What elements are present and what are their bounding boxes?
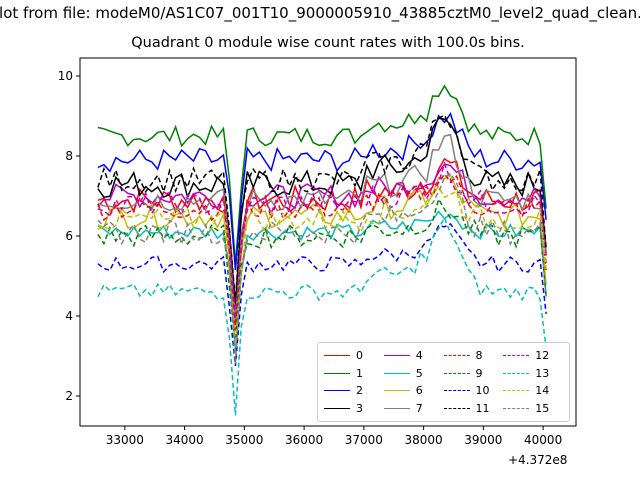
legend-swatch <box>324 390 350 392</box>
plot-frame <box>79 57 577 427</box>
legend-label: 15 <box>535 401 550 415</box>
chart-title: Quadrant 0 module wise count rates with … <box>131 35 525 51</box>
legend-swatch <box>503 355 530 357</box>
legend-swatch <box>324 407 350 409</box>
figure-suptitle: Plot from file: modeM0/AS1C07_001T10_900… <box>0 4 640 22</box>
legend-swatch <box>503 390 530 392</box>
legend-label: 2 <box>356 384 363 398</box>
legend-label: 7 <box>415 401 423 415</box>
y-tick-label: 10 <box>58 69 73 83</box>
x-tick-label: 33000 <box>106 433 144 447</box>
y-tick-label: 6 <box>65 229 73 243</box>
y-tick-label: 8 <box>65 149 73 163</box>
series-line-11 <box>97 114 547 302</box>
legend-entry: 2 <box>324 382 384 400</box>
series-line-0 <box>97 157 547 307</box>
series-line-7 <box>97 133 547 321</box>
legend-swatch <box>443 390 470 392</box>
legend-swatch <box>324 355 350 357</box>
legend-swatch <box>443 407 470 409</box>
legend-swatch <box>324 372 350 374</box>
legend-entry: 0 <box>324 347 384 365</box>
legend-entry: 6 <box>383 382 444 400</box>
legend-swatch <box>383 355 410 357</box>
legend-entry: 10 <box>443 382 504 400</box>
legend-label: 10 <box>475 384 490 398</box>
legend-label: 5 <box>415 366 423 380</box>
legend-label: 8 <box>475 349 483 363</box>
series-line-13 <box>97 216 547 416</box>
legend-entry: 9 <box>443 365 504 383</box>
series-line-3 <box>97 117 547 305</box>
legend-label: 11 <box>475 401 490 415</box>
x-tick-label: 35000 <box>225 433 263 447</box>
x-tick-label: 37000 <box>345 433 383 447</box>
legend-entry: 13 <box>503 365 563 383</box>
series-line-2 <box>97 112 547 271</box>
legend-swatch <box>383 390 410 392</box>
legend-swatch <box>383 372 410 374</box>
y-tick-label: 2 <box>65 389 73 403</box>
legend-entry: 14 <box>503 382 563 400</box>
legend-swatch <box>383 407 410 409</box>
x-axis: 33000 34000 35000 36000 37000 38000 39000 40000 <box>106 426 562 447</box>
x-offset-label: +4.372e8 <box>508 453 568 467</box>
legend-label: 6 <box>415 384 423 398</box>
legend-label: 3 <box>356 401 363 415</box>
legend-swatch <box>443 355 470 357</box>
legend-entry: 3 <box>324 400 384 418</box>
series-line-12 <box>97 161 547 319</box>
legend-label: 12 <box>535 349 550 363</box>
legend-entry: 8 <box>443 347 504 365</box>
y-tick-label: 4 <box>65 309 73 323</box>
legend-entry: 5 <box>383 365 444 383</box>
legend-label: 9 <box>475 366 483 380</box>
series-line-9 <box>97 197 547 345</box>
legend: 0 1 2 3 4 5 6 7 8 9 10 11 12 13 14 15 <box>317 342 570 422</box>
x-tick-label: 34000 <box>165 433 203 447</box>
series-line-5 <box>97 210 547 351</box>
legend-swatch <box>443 372 470 374</box>
x-tick-label: 38000 <box>405 433 443 447</box>
series-line-14 <box>97 185 547 345</box>
legend-entry: 11 <box>443 400 504 418</box>
legend-entry: 15 <box>503 400 563 418</box>
series-line-6 <box>97 174 547 332</box>
legend-entry: 7 <box>383 400 444 418</box>
series-line-15 <box>97 172 547 365</box>
legend-entry: 12 <box>503 347 563 365</box>
x-tick-label: 40000 <box>524 433 562 447</box>
legend-swatch <box>503 372 530 374</box>
series-lines <box>97 84 547 416</box>
x-tick-label: 39000 <box>464 433 502 447</box>
legend-label: 0 <box>356 349 363 363</box>
legend-entry: 1 <box>324 365 384 383</box>
legend-label: 13 <box>535 366 550 380</box>
legend-entry: 4 <box>383 347 444 365</box>
legend-label: 1 <box>356 366 363 380</box>
legend-swatch <box>503 407 530 409</box>
legend-label: 4 <box>415 349 423 363</box>
legend-label: 14 <box>535 384 550 398</box>
series-line-1 <box>97 84 547 265</box>
x-tick-label: 36000 <box>285 433 323 447</box>
y-axis: 2 4 6 8 10 <box>58 69 80 403</box>
series-line-10 <box>97 222 547 366</box>
